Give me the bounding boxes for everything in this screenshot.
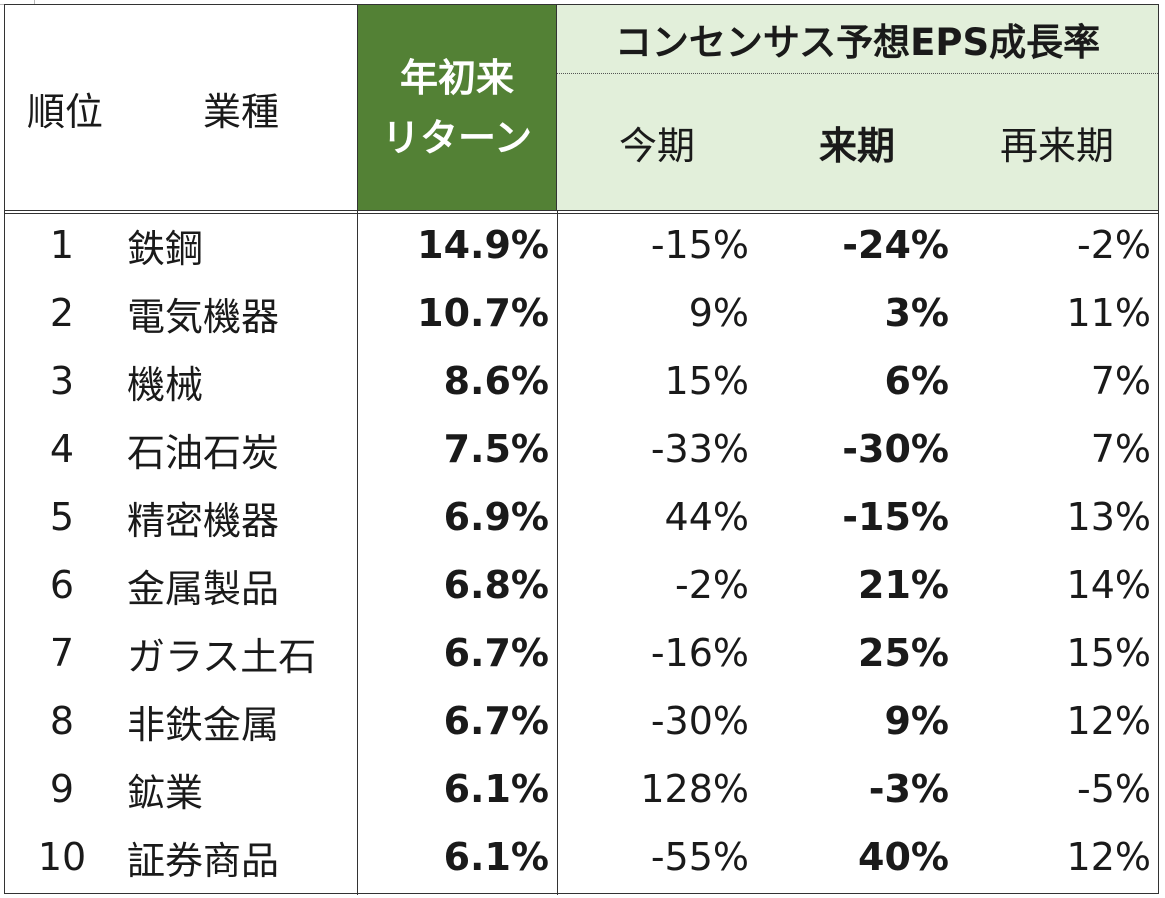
industry-cell: ガラス土石 xyxy=(127,634,317,679)
eps-next-cell: -30% xyxy=(842,427,949,471)
eps-after-next-cell: 13% xyxy=(1066,495,1151,539)
header-industry: 業種 xyxy=(202,89,279,134)
table-row: 9 鉱業 6.1% 128% -3% -5% xyxy=(5,755,1158,823)
ytd-return-cell: 6.7% xyxy=(443,631,549,675)
ytd-return-cell: 10.7% xyxy=(417,291,549,335)
eps-after-next-cell: 7% xyxy=(1090,427,1151,471)
table-row: 10 証券商品 6.1% -55% 40% 12% xyxy=(5,823,1158,891)
table-row: 6 金属製品 6.8% -2% 21% 14% xyxy=(5,551,1158,619)
table-row: 7 ガラス土石 6.7% -16% 25% 15% xyxy=(5,619,1158,687)
industry-cell: 精密機器 xyxy=(127,498,280,543)
eps-current-cell: 15% xyxy=(664,359,749,403)
eps-current-cell: -15% xyxy=(650,223,749,267)
industry-cell: 非鉄金属 xyxy=(127,702,280,747)
rank-cell: 4 xyxy=(49,427,75,471)
header-ytd-line1: 年初来 xyxy=(399,56,514,100)
table-row: 8 非鉄金属 6.7% -30% 9% 12% xyxy=(5,687,1158,755)
ytd-return-cell: 14.9% xyxy=(417,223,549,267)
rank-cell: 7 xyxy=(49,631,75,675)
rank-cell: 1 xyxy=(49,223,75,267)
eps-next-cell: 21% xyxy=(858,563,949,607)
eps-after-next-cell: -5% xyxy=(1077,767,1151,811)
rank-cell: 9 xyxy=(49,767,75,811)
eps-next-cell: -15% xyxy=(842,495,949,539)
ytd-return-cell: 6.1% xyxy=(443,767,549,811)
eps-current-cell: -2% xyxy=(675,563,749,607)
ytd-return-cell: 6.1% xyxy=(443,835,549,879)
industry-cell: 鉱業 xyxy=(127,770,204,815)
industry-cell: 金属製品 xyxy=(127,566,280,611)
eps-after-next-cell: 11% xyxy=(1066,291,1151,335)
ytd-return-cell: 6.9% xyxy=(443,495,549,539)
eps-current-cell: -30% xyxy=(650,699,749,743)
eps-current-cell: 128% xyxy=(640,767,749,811)
industry-cell: 鉄鋼 xyxy=(127,226,204,271)
header-ytd-return: 年初来 リターン xyxy=(357,5,557,211)
header-rank: 順位 xyxy=(26,89,103,134)
eps-next-cell: 25% xyxy=(858,631,949,675)
header-divider xyxy=(5,210,1158,211)
header-eps-title: コンセンサス予想EPS成長率 xyxy=(557,5,1158,74)
table-body: 1 鉄鋼 14.9% -15% -24% -2% 2 電気機器 10.7% 9% 3% 11% 3 機械 8… xyxy=(5,211,1158,891)
column-divider-ytd-right xyxy=(557,211,558,895)
rank-cell: 10 xyxy=(37,835,87,879)
ranking-table: 順位 業種 年初来 リターン コンセンサス予想EPS成長率 今期 来期 再来期 … xyxy=(4,4,1159,895)
table-row: 1 鉄鋼 14.9% -15% -24% -2% xyxy=(5,211,1158,279)
eps-after-next-cell: 7% xyxy=(1090,359,1151,403)
eps-next-cell: 6% xyxy=(884,359,949,403)
rank-cell: 3 xyxy=(49,359,75,403)
table-row: 2 電気機器 10.7% 9% 3% 11% xyxy=(5,279,1158,347)
column-divider-ytd-left xyxy=(357,211,358,895)
header-next-period: 来期 xyxy=(818,123,895,168)
eps-after-next-cell: 12% xyxy=(1066,699,1151,743)
eps-next-cell: 9% xyxy=(884,699,949,743)
eps-next-cell: -24% xyxy=(842,223,949,267)
header-current-period: 今期 xyxy=(618,123,695,168)
eps-current-cell: 9% xyxy=(688,291,749,335)
table-row: 5 精密機器 6.9% 44% -15% 13% xyxy=(5,483,1158,551)
ytd-return-cell: 7.5% xyxy=(443,427,549,471)
eps-after-next-cell: 12% xyxy=(1066,835,1151,879)
rank-cell: 6 xyxy=(49,563,75,607)
industry-cell: 証券商品 xyxy=(127,838,280,883)
header-divider-double xyxy=(5,213,1158,214)
rank-cell: 5 xyxy=(49,495,75,539)
rank-cell: 2 xyxy=(49,291,75,335)
eps-after-next-cell: 15% xyxy=(1066,631,1151,675)
eps-next-cell: 40% xyxy=(858,835,949,879)
eps-after-next-cell: -2% xyxy=(1077,223,1151,267)
header-ytd-line2: リターン xyxy=(381,116,533,160)
ytd-return-cell: 8.6% xyxy=(443,359,549,403)
eps-after-next-cell: 14% xyxy=(1066,563,1151,607)
ytd-return-cell: 6.8% xyxy=(443,563,549,607)
eps-current-cell: 44% xyxy=(664,495,749,539)
industry-cell: 石油石炭 xyxy=(127,430,280,475)
table-row: 4 石油石炭 7.5% -33% -30% 7% xyxy=(5,415,1158,483)
eps-current-cell: -55% xyxy=(650,835,749,879)
rank-cell: 8 xyxy=(49,699,75,743)
industry-cell: 電気機器 xyxy=(127,294,280,339)
ytd-return-cell: 6.7% xyxy=(443,699,549,743)
eps-current-cell: -33% xyxy=(650,427,749,471)
eps-current-cell: -16% xyxy=(650,631,749,675)
table-row: 3 機械 8.6% 15% 6% 7% xyxy=(5,347,1158,415)
header-eps-group: コンセンサス予想EPS成長率 今期 来期 再来期 xyxy=(557,5,1158,211)
industry-cell: 機械 xyxy=(127,362,204,407)
eps-next-cell: -3% xyxy=(868,767,949,811)
header-period-after-next: 再来期 xyxy=(999,123,1114,168)
eps-next-cell: 3% xyxy=(884,291,949,335)
